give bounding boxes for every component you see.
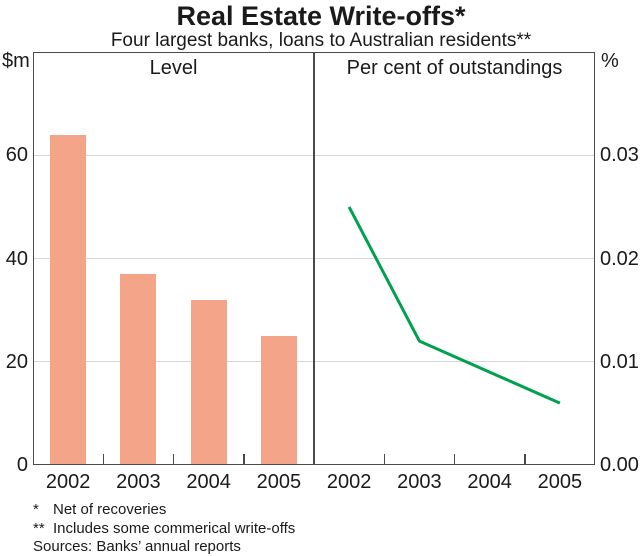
x-tick-label: 2005 [256, 471, 302, 493]
bar [50, 134, 87, 465]
y-tick-label-left: 40 [5, 247, 28, 270]
chart-title: Real Estate Write-offs* [176, 1, 466, 31]
x-tick-label: 2003 [116, 471, 161, 493]
y-tick-label-right: 0.01 [600, 350, 639, 373]
line-panel-canvas [347, 206, 561, 405]
footnote-1: * Net of recoveries [33, 501, 295, 520]
footnote-sources: Sources: Banks’ annual reports [33, 538, 295, 556]
panel-divider [313, 52, 315, 465]
footnotes: * Net of recoveries ** Includes some com… [33, 501, 295, 556]
panel-title-percent: Per cent of outstandings [346, 57, 563, 79]
bar [260, 335, 297, 465]
x-tick-label: 2002 [326, 471, 372, 493]
y-tick-label-left: 20 [5, 350, 28, 373]
footnote-2: ** Includes some commerical write-offs [33, 520, 295, 539]
x-tick [453, 454, 456, 465]
x-tick [524, 454, 526, 465]
right-axis-unit: % [601, 50, 619, 72]
x-tick-label: 2005 [537, 471, 583, 493]
left-axis-unit: $m [2, 50, 30, 72]
y-tick-label-right: 0.03 [600, 144, 639, 167]
x-tick-label: 2004 [467, 471, 512, 493]
y-tick-label-right: 0.02 [600, 247, 639, 270]
x-tick [102, 454, 104, 465]
x-tick [172, 454, 175, 465]
chart-subtitle: Four largest banks, loans to Australian … [110, 30, 532, 51]
x-tick [243, 454, 245, 465]
x-tick-label: 2003 [397, 471, 442, 493]
y-tick-label-right: 0.00 [600, 454, 639, 476]
panel-title-level: Level [149, 57, 198, 79]
bar [120, 273, 157, 465]
x-tick-label: 2004 [186, 471, 231, 493]
x-tick-label: 2002 [45, 471, 91, 493]
y-tick-label-left: 60 [5, 144, 28, 167]
trend-line [347, 206, 561, 405]
footnote-text: Net of recoveries [53, 501, 167, 518]
footnote-marker: * [33, 501, 39, 518]
y-tick-label-left: 0 [16, 454, 28, 476]
x-tick [383, 454, 385, 465]
bar [190, 299, 227, 465]
footnote-marker: ** [33, 519, 45, 537]
footnote-text: Sources: Banks’ annual reports [33, 538, 241, 555]
footnote-text: Includes some commerical write-offs [53, 519, 296, 537]
